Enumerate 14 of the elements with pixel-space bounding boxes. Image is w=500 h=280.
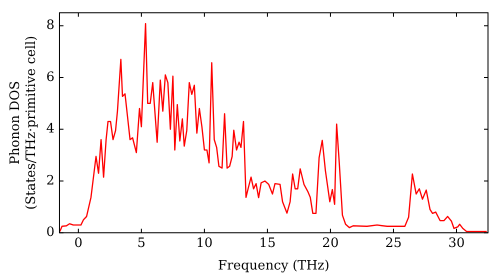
x-tick-label: 30 xyxy=(448,236,465,251)
x-axis-title: Frequency (THz) xyxy=(218,258,330,274)
x-tick-label: 15 xyxy=(259,236,276,251)
y-tick-label: 0 xyxy=(46,225,54,240)
x-tick-label: 25 xyxy=(385,236,402,251)
y-tick-label: 2 xyxy=(46,173,54,188)
y-axis-title: Phonon DOS (States/THz·primitive cell) xyxy=(8,36,39,210)
x-tick-label: 0 xyxy=(74,236,83,251)
x-tick-label: 20 xyxy=(322,236,339,251)
x-tick-label: 10 xyxy=(196,236,213,251)
y-tick-label: 6 xyxy=(46,70,54,85)
y-tick-label: 8 xyxy=(46,18,54,34)
y-tick-label: 4 xyxy=(46,122,54,137)
x-tick-label: 5 xyxy=(137,236,146,251)
